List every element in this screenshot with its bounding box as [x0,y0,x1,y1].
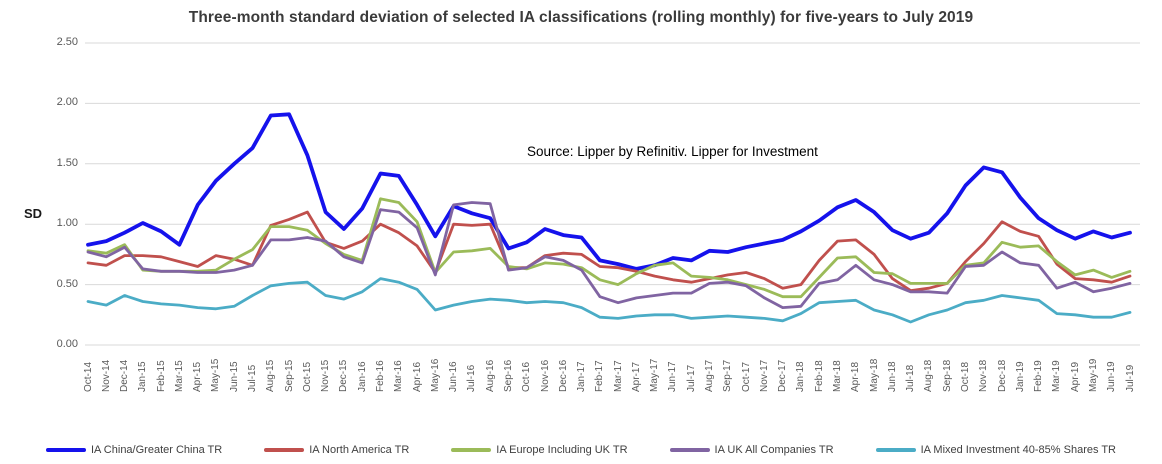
x-tick-label: Nov-18 [978,359,990,392]
y-tick-label: 2.50 [56,36,78,48]
legend-line-swatch [451,448,492,452]
x-tick-label: Dec-16 [557,359,569,392]
x-tick-label: Jan-16 [356,361,368,392]
x-tick-label: Sep-17 [722,359,734,392]
x-tick-label: Dec-17 [777,359,789,392]
chart-title: Three-month standard deviation of select… [188,9,974,26]
x-tick-label: Aug-16 [484,359,496,392]
x-tick-label: Jul-17 [685,364,697,392]
legend-label: IA Mixed Investment 40-85% Shares TR [920,444,1117,456]
x-tick-label: Jan-18 [795,361,807,392]
legend-label: IA Europe Including UK TR [496,444,628,456]
x-tick-label: Feb-19 [1033,360,1045,392]
x-tick-label: Sep-15 [283,359,295,392]
series-line [86,201,1132,310]
y-tick-label: 0.50 [56,277,78,290]
x-tick-label: Apr-15 [192,361,204,392]
x-tick-label: Jun-16 [448,361,460,392]
x-tick-label: Oct-15 [301,361,313,392]
x-tick-label: Mar-19 [1051,360,1063,392]
y-tick-label: 2.00 [56,96,78,109]
y-tick-label: 1.00 [56,217,78,230]
x-tick-label: Jun-18 [886,361,898,392]
x-tick-label: May-16 [429,358,441,392]
x-tick-label: Apr-18 [850,361,862,392]
series-line [86,112,1132,271]
source-note: Source: Lipper by Refinitiv. Lipper for … [527,144,818,159]
x-tick-label: Oct-16 [521,361,533,392]
legend-item: IA China/Greater China TR [45,444,223,456]
x-tick-label: Jun-17 [667,361,679,392]
x-tick-label: Jul-16 [466,364,478,392]
x-tick-label: Jan-19 [1014,361,1026,392]
legend-item: IA North America TR [264,444,409,456]
y-axis-title: SD [24,206,43,221]
x-tick-label: Mar-16 [393,360,405,392]
x-tick-label: Oct-18 [959,361,971,392]
y-tick-label: 0.00 [56,338,78,350]
x-tick-label: Dec-18 [996,359,1008,392]
x-tick-label: Jan-15 [137,361,149,392]
legend-label: IA China/Greater China TR [90,444,223,456]
x-tick-label: Oct-17 [740,361,752,392]
x-tick-label: Dec-14 [119,359,131,392]
x-tick-label: Jul-15 [247,364,259,392]
x-tick-label: Aug-18 [923,359,935,392]
x-tick-label: Jan-17 [576,361,588,392]
x-tick-label: Oct-14 [82,361,94,392]
x-tick-label: Aug-15 [265,359,277,392]
x-tick-label: Apr-16 [411,361,423,392]
x-tick-label: Jun-19 [1106,361,1118,392]
x-tick-label: Jun-15 [228,361,240,392]
legend-label: IA North America TR [309,444,410,456]
legend-line-swatch [264,448,305,452]
x-tick-label: Dec-15 [338,359,350,392]
x-tick-label: Nov-15 [320,359,332,392]
x-tick-label: Feb-18 [813,360,825,392]
x-tick-label: Sep-16 [502,359,514,392]
legend-item: IA Europe Including UK TR [451,444,628,456]
x-tick-label: Jul-19 [1124,364,1136,392]
x-tick-label: Apr-17 [630,361,642,392]
y-tick-label: 1.50 [56,156,78,169]
legend-label: IA UK All Companies TR [714,444,834,456]
legend: IA China/Greater China TR IA North Americ… [0,444,1162,456]
x-tick-label: Mar-15 [173,360,185,392]
x-tick-label: Feb-15 [155,360,167,392]
x-tick-label: May-18 [868,358,880,392]
legend-line-swatch [45,448,86,452]
legend-item: IA UK All Companies TR [669,444,834,456]
x-tick-label: Nov-17 [758,359,770,392]
x-tick-label: Aug-17 [704,359,716,392]
x-tick-label: Nov-14 [100,359,112,392]
legend-item: IA Mixed Investment 40-85% Shares TR [875,444,1117,456]
x-tick-label: May-15 [210,358,222,392]
legend-line-swatch [669,448,710,452]
x-tick-label: Sep-18 [941,359,953,392]
x-tick-label: Mar-17 [612,360,624,392]
x-tick-label: May-17 [649,358,661,392]
x-tick-label: May-19 [1087,358,1099,392]
x-tick-label: Jul-18 [905,364,917,392]
x-tick-label: Feb-17 [594,360,606,392]
x-tick-label: Mar-18 [832,360,843,392]
x-tick-label: Apr-19 [1069,361,1081,392]
series-line [86,277,1132,324]
x-tick-label: Nov-16 [539,359,551,392]
x-tick-label: Feb-16 [374,360,386,392]
legend-line-swatch [875,448,916,452]
series-line [86,197,1132,299]
